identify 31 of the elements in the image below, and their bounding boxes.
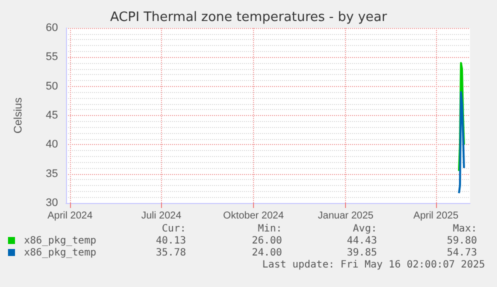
- y-tick-label: 30: [46, 197, 58, 209]
- chart-title: ACPI Thermal zone temperatures - by year: [110, 10, 388, 25]
- y-tick-label: 35: [46, 168, 58, 180]
- legend-label: x86_pkg_temp: [24, 248, 96, 258]
- text: Avg:: [352, 224, 377, 234]
- legend-label: x86_pkg_temp: [24, 236, 96, 246]
- x-tick-label: April 2025: [413, 210, 459, 222]
- text: Last update: Fri May 16 02:00:07 2025: [262, 260, 486, 270]
- y-tick-label: 40: [46, 138, 58, 151]
- y-tick-label: 60: [46, 22, 58, 34]
- line-series: [458, 91, 465, 194]
- text: 39.85: [346, 248, 377, 258]
- y-axis-title: Celsius: [12, 96, 24, 134]
- x-tick-label: Oktober 2024: [223, 210, 284, 222]
- text: 24.00: [252, 248, 282, 258]
- text: 44.43: [346, 236, 377, 246]
- x-tick-label: Juli 2024: [141, 210, 182, 222]
- text: 59.80: [446, 236, 477, 246]
- y-tick-label: 45: [46, 110, 58, 122]
- y-tick-label: 55: [46, 51, 58, 64]
- y-tick-label: 50: [46, 80, 58, 92]
- text: 54.73: [446, 248, 477, 258]
- x-tick-label: Januar 2025: [318, 210, 374, 222]
- text: Min:: [258, 224, 282, 234]
- text: 26.00: [252, 236, 282, 246]
- text: 35.78: [156, 248, 186, 258]
- text: 40.13: [156, 236, 186, 246]
- text: Max:: [452, 224, 477, 234]
- x-tick-label: April 2024: [47, 210, 93, 222]
- text: Cur:: [162, 224, 186, 234]
- line-series: [458, 62, 465, 172]
